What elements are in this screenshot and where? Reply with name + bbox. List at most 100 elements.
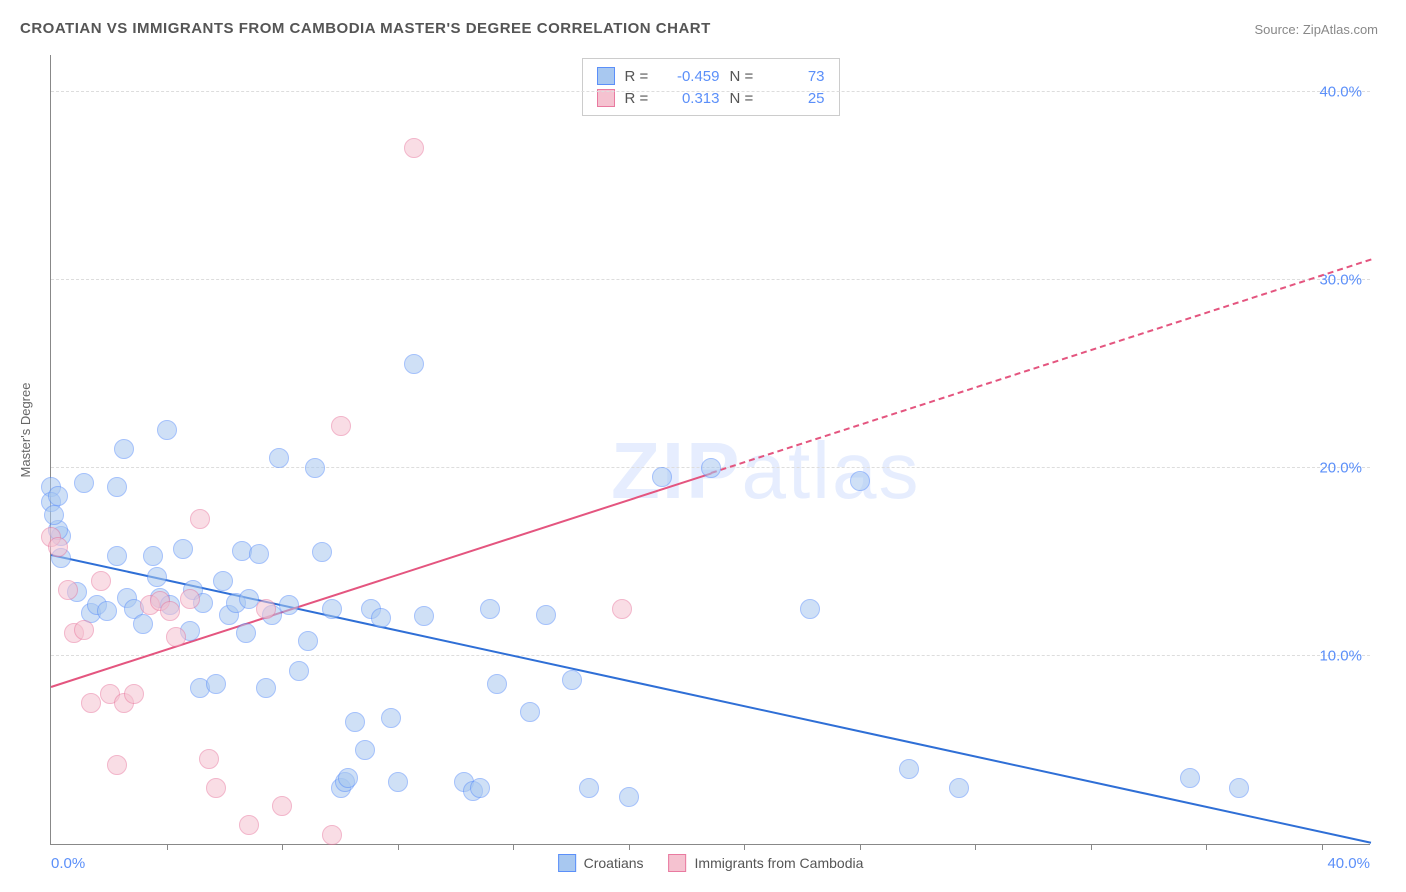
data-point	[249, 544, 269, 564]
data-point	[850, 471, 870, 491]
data-point	[338, 768, 358, 788]
chart-title: CROATIAN VS IMMIGRANTS FROM CAMBODIA MAS…	[20, 20, 711, 37]
legend-item-1: Croatians	[558, 854, 644, 872]
data-point	[48, 486, 68, 506]
data-point	[147, 567, 167, 587]
x-tick	[167, 844, 168, 850]
gridline	[51, 279, 1370, 280]
x-tick	[513, 844, 514, 850]
data-point	[312, 542, 332, 562]
swatch-series-2b	[669, 854, 687, 872]
data-point	[256, 678, 276, 698]
data-point	[236, 623, 256, 643]
x-tick	[398, 844, 399, 850]
data-point	[289, 661, 309, 681]
data-point	[800, 599, 820, 619]
data-point	[520, 702, 540, 722]
data-point	[404, 138, 424, 158]
x-tick	[744, 844, 745, 850]
trend-line-dashed	[711, 259, 1372, 474]
legend-item-2: Immigrants from Cambodia	[669, 854, 864, 872]
x-tick	[1206, 844, 1207, 850]
data-point	[371, 608, 391, 628]
legend-label-2: Immigrants from Cambodia	[695, 855, 864, 871]
data-point	[160, 601, 180, 621]
x-tick	[1091, 844, 1092, 850]
legend-stats: R = -0.459 N = 73 R = 0.313 N = 25	[582, 58, 840, 116]
x-tick	[975, 844, 976, 850]
data-point	[619, 787, 639, 807]
data-point	[612, 599, 632, 619]
data-point	[1229, 778, 1249, 798]
data-point	[166, 627, 186, 647]
data-point	[899, 759, 919, 779]
data-point	[470, 778, 490, 798]
legend-label-1: Croatians	[584, 855, 644, 871]
data-point	[1180, 768, 1200, 788]
data-point	[81, 693, 101, 713]
data-point	[480, 599, 500, 619]
data-point	[414, 606, 434, 626]
data-point	[143, 546, 163, 566]
data-point	[58, 580, 78, 600]
data-point	[701, 458, 721, 478]
n-label: N =	[730, 68, 760, 85]
data-point	[579, 778, 599, 798]
y-tick-label: 10.0%	[1319, 647, 1362, 664]
data-point	[213, 571, 233, 591]
data-point	[44, 505, 64, 525]
y-tick-label: 20.0%	[1319, 459, 1362, 476]
data-point	[269, 448, 289, 468]
r-value-1: -0.459	[665, 68, 720, 85]
data-point	[239, 815, 259, 835]
r-value-2: 0.313	[665, 90, 720, 107]
data-point	[180, 589, 200, 609]
x-axis-max-label: 40.0%	[1327, 855, 1370, 872]
data-point	[279, 595, 299, 615]
data-point	[74, 473, 94, 493]
r-label: R =	[625, 68, 655, 85]
data-point	[133, 614, 153, 634]
data-point	[199, 749, 219, 769]
x-tick	[1322, 844, 1323, 850]
data-point	[114, 439, 134, 459]
data-point	[157, 420, 177, 440]
r-label: R =	[625, 90, 655, 107]
data-point	[256, 599, 276, 619]
y-axis-label: Master's Degree	[18, 383, 33, 478]
data-point	[206, 674, 226, 694]
data-point	[190, 509, 210, 529]
data-point	[298, 631, 318, 651]
data-point	[345, 712, 365, 732]
n-value-1: 73	[770, 68, 825, 85]
x-tick	[629, 844, 630, 850]
n-label: N =	[730, 90, 760, 107]
data-point	[107, 546, 127, 566]
swatch-series-2	[597, 89, 615, 107]
data-point	[48, 537, 68, 557]
plot-area: ZIPatlas R = -0.459 N = 73 R = 0.313 N =…	[50, 55, 1370, 845]
data-point	[331, 416, 351, 436]
data-point	[305, 458, 325, 478]
data-point	[107, 477, 127, 497]
data-point	[272, 796, 292, 816]
data-point	[562, 670, 582, 690]
legend-series: Croatians Immigrants from Cambodia	[558, 854, 864, 872]
data-point	[355, 740, 375, 760]
data-point	[107, 755, 127, 775]
data-point	[487, 674, 507, 694]
data-point	[97, 601, 117, 621]
data-point	[173, 539, 193, 559]
gridline	[51, 91, 1370, 92]
swatch-series-1b	[558, 854, 576, 872]
x-axis-min-label: 0.0%	[51, 855, 85, 872]
n-value-2: 25	[770, 90, 825, 107]
data-point	[74, 620, 94, 640]
data-point	[404, 354, 424, 374]
data-point	[388, 772, 408, 792]
data-point	[536, 605, 556, 625]
source-label: Source: ZipAtlas.com	[1254, 22, 1378, 37]
data-point	[124, 684, 144, 704]
data-point	[206, 778, 226, 798]
swatch-series-1	[597, 67, 615, 85]
